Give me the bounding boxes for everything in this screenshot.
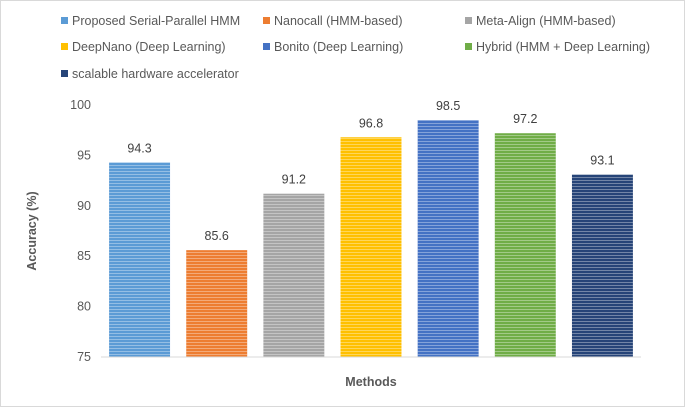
legend-swatch [465,17,472,24]
legend-label: Meta-Align (HMM-based) [476,14,616,28]
bars [109,120,633,358]
data-label: 93.1 [590,154,614,168]
legend: Proposed Serial-Parallel HMM Nanocall (HM… [61,14,650,81]
data-label: 91.2 [282,173,306,187]
bar-stripe-overlay [571,174,633,357]
bar-stripe-overlay [186,250,248,357]
data-labels: 94.3 85.6 91.2 96.8 98.5 97.2 93.1 [127,99,614,243]
legend-label: Bonito (Deep Learning) [274,40,403,54]
y-tick-label: 75 [77,350,91,364]
legend-swatch [465,43,472,50]
legend-label: Nanocall (HMM-based) [274,14,403,28]
y-tick-label: 90 [77,199,91,213]
legend-swatch [263,17,270,24]
y-axis: 75 80 85 90 95 100 [70,98,91,364]
y-tick-label: 85 [77,249,91,263]
legend-swatch [263,43,270,50]
x-axis-title: Methods [345,375,396,389]
y-axis-title: Accuracy (%) [25,191,39,270]
bar-stripe-overlay [263,193,325,357]
data-label: 96.8 [359,116,383,130]
y-tick-label: 80 [77,300,91,314]
bar-stripe-overlay [109,162,171,357]
bar-stripe-overlay [494,133,556,357]
y-tick-label: 95 [77,148,91,162]
legend-swatch [61,70,68,77]
legend-label: DeepNano (Deep Learning) [72,40,226,54]
legend-label: scalable hardware accelerator [72,67,239,81]
data-label: 94.3 [127,141,151,155]
bar-stripe-overlay [340,137,402,357]
legend-label: Hybrid (HMM + Deep Learning) [476,40,650,54]
data-label: 97.2 [513,112,537,126]
legend-swatch [61,43,68,50]
legend-swatch [61,17,68,24]
data-label: 98.5 [436,99,460,113]
data-label: 85.6 [205,229,229,243]
bar-stripe-overlay [417,120,479,358]
legend-label: Proposed Serial-Parallel HMM [72,14,240,28]
y-tick-label: 100 [70,98,91,112]
